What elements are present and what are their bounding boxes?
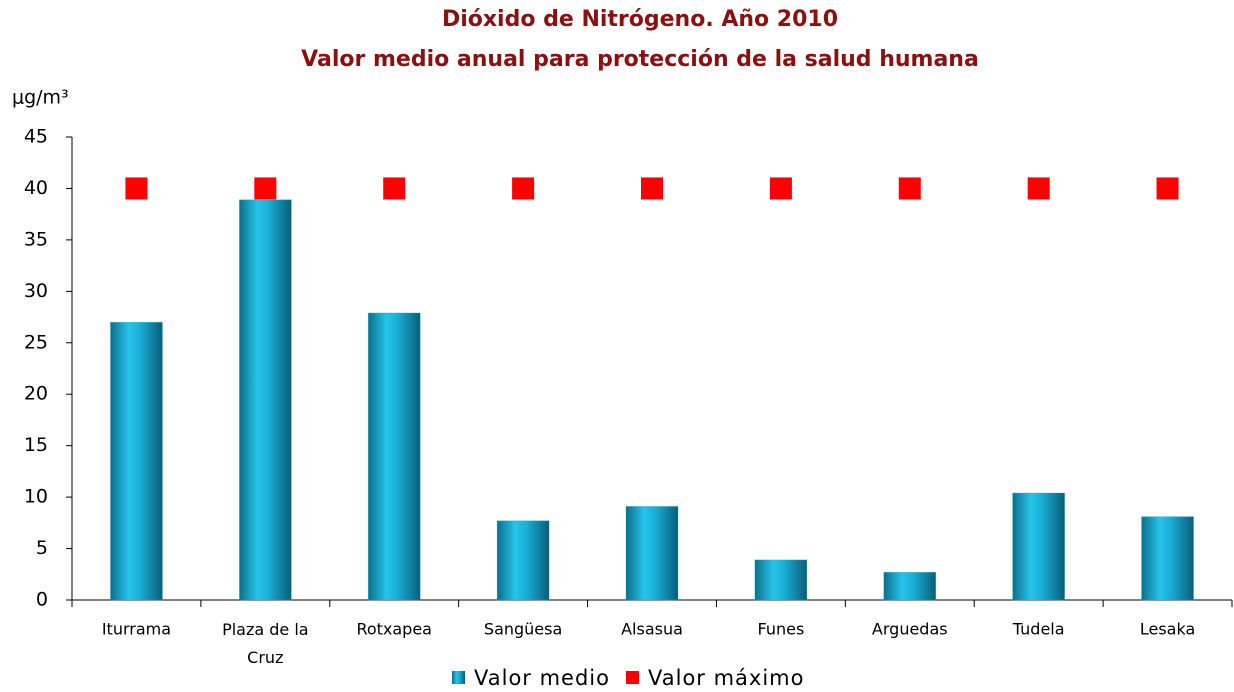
x-tick-label: Alsasua [621,620,683,639]
y-tick-label: 0 [36,589,48,611]
bar [754,559,808,601]
x-tick-label: Funes [757,620,804,639]
y-tick-label: 40 [24,177,48,199]
chart-title: Dióxido de Nitrógeno. Año 2010 [442,7,838,32]
bar [109,321,163,601]
x-tick-label: Arguedas [872,620,948,639]
bar [625,505,679,601]
legend-label: Valor máximo [648,666,805,690]
marker [641,177,663,200]
marker [383,177,406,200]
marker [512,177,535,200]
chart-subtitle: Valor medio anual para protección de la … [301,47,979,72]
y-tick-label: 35 [24,228,48,250]
x-tick-label: Rotxapea [356,620,432,639]
bar [496,520,550,601]
y-tick-label: 10 [24,486,48,508]
legend-label: Valor medio [474,666,610,690]
x-tick-label: Lesaka [1140,620,1195,639]
y-tick-label: 5 [36,537,48,559]
marker [1156,177,1179,200]
y-tick-label: 20 [24,383,48,405]
bar [883,571,937,601]
y-tick-label: 30 [24,280,48,302]
y-tick-label: 45 [24,126,48,148]
legend-swatch [452,671,465,684]
x-tick-label: Sangüesa [484,620,562,639]
legend-swatch [626,671,639,684]
bar [1141,516,1195,601]
y-axis-label: μg/m³ [12,87,69,109]
marker [254,177,277,200]
marker [769,177,792,200]
bar [238,199,292,601]
bar [1012,492,1066,601]
x-tick-label: Iturrama [102,620,171,639]
x-tick-label: Plaza de la Cruz [222,620,309,667]
y-tick-label: 15 [24,434,48,456]
x-tick-label: Tudela [1012,620,1065,639]
y-tick-label: 25 [24,331,48,353]
marker [125,177,148,200]
marker [1027,177,1050,200]
bar [367,312,421,601]
marker [898,177,921,200]
